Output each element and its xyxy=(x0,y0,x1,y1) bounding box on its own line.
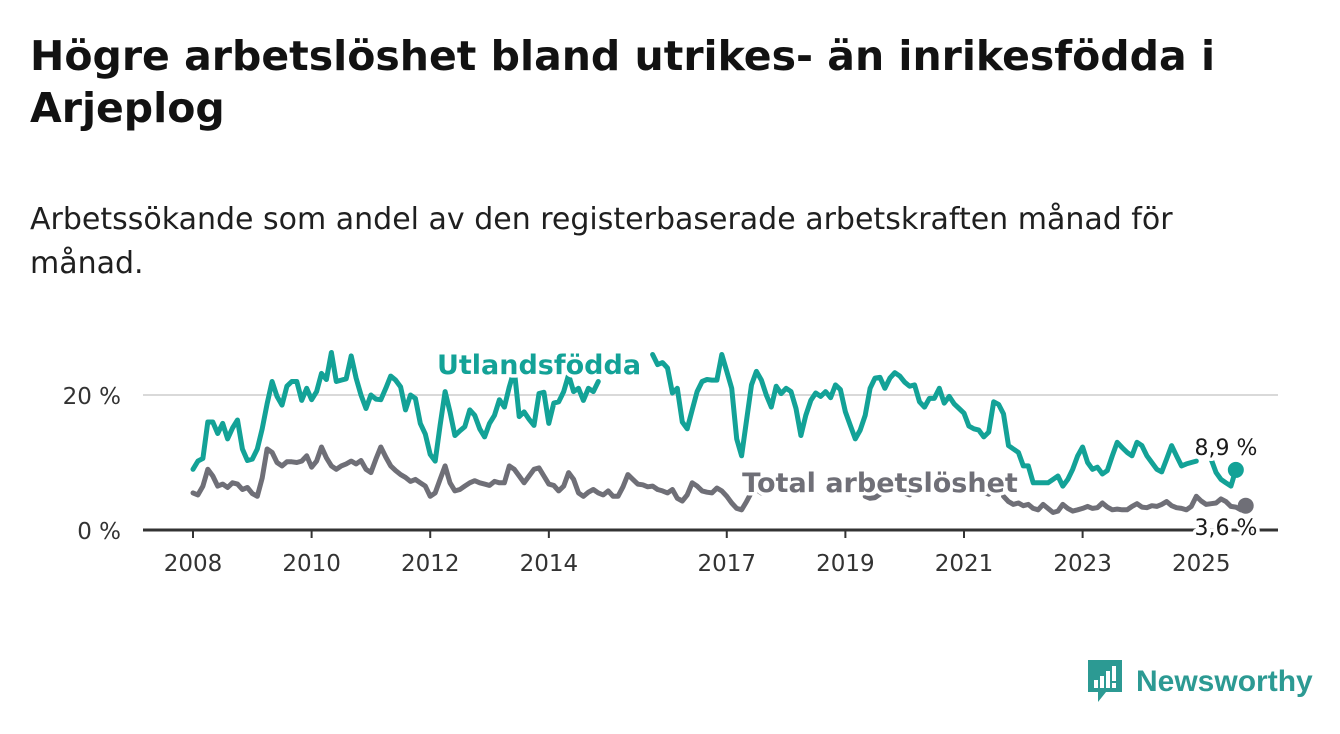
x-tick-label: 2019 xyxy=(816,551,875,577)
series-line-total xyxy=(190,444,764,513)
x-tick-label: 2010 xyxy=(282,551,341,577)
end-point-utlandsfodda xyxy=(1227,461,1244,478)
brand-name: Newsworthy xyxy=(1136,665,1313,698)
x-tick-label: 2017 xyxy=(697,551,756,577)
series-label-utlandsfodda: Utlandsfödda xyxy=(437,350,641,381)
x-tick-label: 2008 xyxy=(164,551,223,577)
series-line-total xyxy=(1001,493,1249,515)
x-tick-label: 2021 xyxy=(935,551,994,577)
chart-title: Högre arbetslöshet bland utrikes- än inr… xyxy=(30,32,1215,132)
newsworthy-brand[interactable]: Newsworthy xyxy=(1088,660,1313,704)
end-value-label-utlandsfodda: 8,9 % xyxy=(1195,436,1258,461)
end-value-label-total: 3,6 % xyxy=(1195,516,1258,541)
x-tick-label: 2023 xyxy=(1053,551,1112,577)
series-line-utlandsfodda xyxy=(1208,456,1239,489)
y-tick-label: 20 % xyxy=(63,384,121,410)
series-line-total xyxy=(862,491,883,501)
x-tick-label: 2012 xyxy=(401,551,460,577)
series-line-total xyxy=(981,489,992,497)
y-tick-label: 0 % xyxy=(77,519,121,545)
series-label-total: Total arbetslöshet xyxy=(742,468,1018,499)
x-tick-label: 2025 xyxy=(1172,551,1231,577)
end-point-total xyxy=(1237,497,1254,514)
series-line-total xyxy=(902,490,913,498)
chart-subtitle: Arbetssökande som andel av den registerb… xyxy=(30,202,1173,281)
x-tick-label: 2014 xyxy=(520,551,579,577)
newsworthy-logo-icon xyxy=(1088,660,1122,702)
series-line-utlandsfodda xyxy=(650,352,1199,489)
series-line-utlandsfodda xyxy=(190,350,601,472)
